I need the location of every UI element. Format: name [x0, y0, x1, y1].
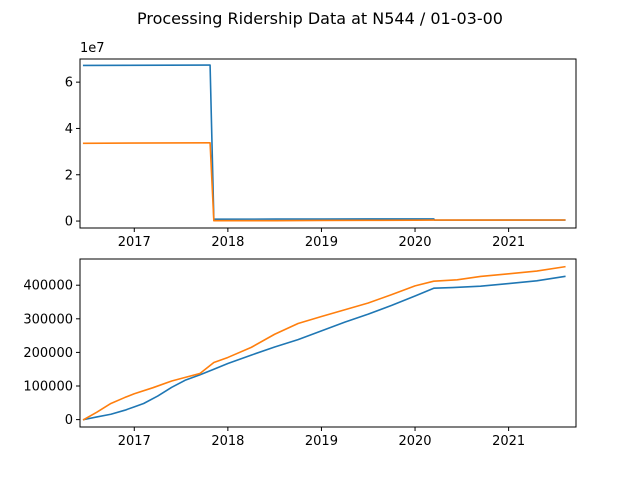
bottom-subplot: 2017 2018 2019 2020 2021 0 100000 200000 300000 4… — [23, 258, 577, 449]
y-tick-label: 100000 — [23, 380, 73, 395]
x-tick-label: 2021 — [492, 434, 525, 449]
axes-frame — [79, 58, 577, 229]
y-tick-label: 2 — [65, 168, 73, 183]
x-tick-label: 2021 — [492, 235, 525, 250]
x-tick-label: 2017 — [118, 434, 151, 449]
y-tick-label: 300000 — [23, 312, 73, 327]
x-tick-label: 2019 — [305, 434, 338, 449]
y-tick-label: 200000 — [23, 346, 73, 361]
x-tick-label: 2017 — [118, 235, 151, 250]
y-tick-label: 0 — [65, 413, 73, 428]
chart-title: Processing Ridership Data at N544 / 01-0… — [137, 9, 503, 28]
series-line-2 — [82, 265, 566, 421]
series-line-2 — [82, 142, 566, 222]
x-tick-label: 2020 — [398, 434, 431, 449]
y-tick-label: 0 — [65, 215, 73, 230]
y-tick-label: 6 — [65, 76, 73, 91]
y-tick-label: 4 — [65, 122, 73, 137]
axes-frame — [79, 258, 577, 428]
y-tick-label: 400000 — [23, 279, 73, 294]
x-tick-label: 2019 — [305, 235, 338, 250]
x-tick-label: 2018 — [211, 235, 244, 250]
x-tick-label: 2018 — [211, 434, 244, 449]
y-offset-label: 1e7 — [80, 41, 105, 56]
series-line-1 — [82, 275, 566, 421]
top-subplot: 1e7 2017 2018 2019 2020 2021 0 2 4 6 — [65, 41, 577, 250]
x-tick-label: 2020 — [398, 235, 431, 250]
